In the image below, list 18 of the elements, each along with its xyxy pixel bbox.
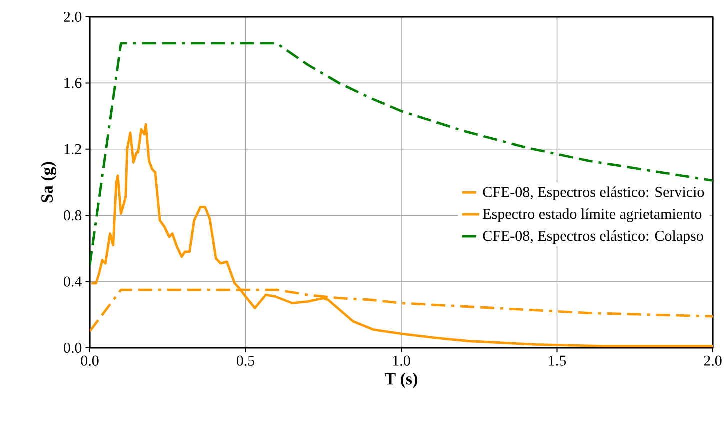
y-axis-title: Sa (g) (41, 162, 57, 203)
x-tick-label: 1.0 (393, 356, 410, 366)
line-series (90, 42, 714, 266)
y-tick-label: 1.2 (64, 144, 82, 154)
x-tick-label: 0.5 (236, 356, 255, 366)
legend-label: CFE-08, Espectros elástico: Colapso (483, 230, 704, 244)
x-tick-label: 0.0 (81, 356, 99, 366)
x-tick-label: 1.5 (549, 356, 566, 366)
y-tick-label: 0.4 (64, 276, 82, 287)
legend-label: Espectro estado límite agrietamiento (483, 208, 702, 222)
x-axis-title: T (s) (385, 372, 418, 388)
y-tick-label: 0.0 (64, 342, 82, 354)
line-series (90, 123, 714, 348)
x-tick-label: 2.0 (704, 356, 722, 366)
y-tick-label: 1.6 (64, 78, 82, 88)
legend-label: CFE-08, Espectros elástico: Servicio (483, 186, 704, 200)
y-tick-label: 0.8 (64, 210, 82, 221)
y-tick-label: 2.0 (64, 12, 82, 22)
